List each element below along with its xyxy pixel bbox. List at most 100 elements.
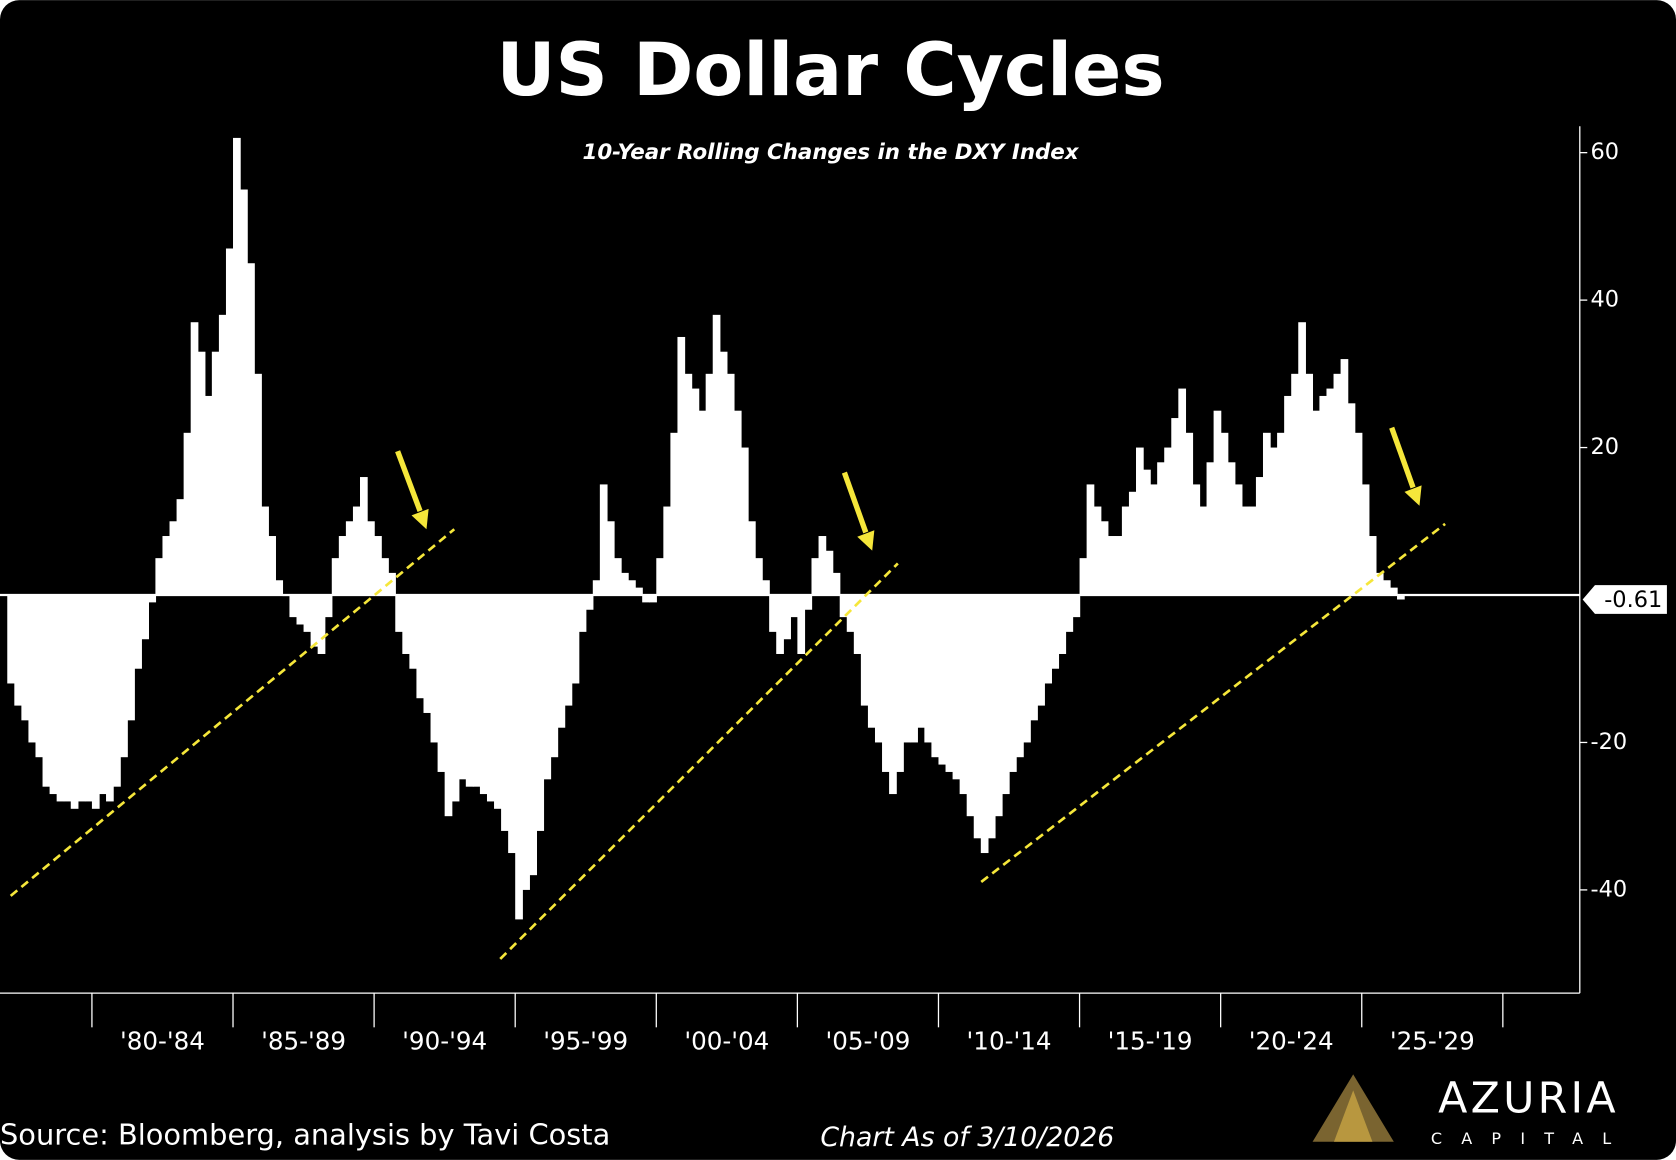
bar [501, 595, 509, 831]
bar [635, 587, 643, 596]
bar [486, 595, 495, 802]
bar [402, 595, 411, 654]
bar [113, 595, 121, 787]
bar [127, 595, 135, 721]
bar [211, 351, 220, 596]
bar [437, 595, 446, 772]
bar [120, 595, 128, 758]
bar [1291, 373, 1299, 596]
bar [1213, 410, 1222, 596]
bar [275, 580, 284, 596]
bar [1319, 395, 1328, 596]
chart-title: US Dollar Cycles [496, 29, 1164, 113]
bar [839, 595, 848, 618]
bar [416, 595, 425, 699]
bar [1199, 506, 1208, 596]
bar [169, 521, 178, 596]
bar [1248, 506, 1257, 596]
bar [691, 388, 700, 596]
bar [578, 595, 587, 632]
bar [663, 506, 672, 596]
bar [1016, 595, 1024, 758]
annotations [9, 426, 1446, 960]
bar [56, 595, 65, 802]
bar [1093, 506, 1102, 596]
bar [1255, 477, 1264, 596]
bar [444, 595, 453, 817]
bar [28, 595, 37, 743]
bar [613, 558, 622, 596]
bar [49, 595, 58, 795]
bar [621, 572, 629, 596]
bar [155, 558, 164, 596]
bar [352, 506, 361, 596]
y-tick-label: 20 [1590, 434, 1619, 460]
bar [1065, 595, 1074, 632]
bar [1220, 432, 1229, 596]
bar [1037, 595, 1045, 706]
bar [945, 595, 954, 772]
bar [733, 410, 742, 596]
y-tick-label: 60 [1590, 139, 1619, 165]
bar [515, 595, 523, 920]
bar [642, 595, 650, 603]
bar [374, 536, 382, 596]
bar [1333, 373, 1342, 596]
bar [1397, 595, 1405, 600]
bar [190, 322, 199, 596]
bar [1284, 395, 1292, 596]
bar [924, 595, 933, 743]
bar [1312, 410, 1321, 596]
bar [776, 595, 784, 654]
logo-mark [1333, 1090, 1373, 1142]
bar [536, 595, 545, 831]
bar [606, 521, 615, 596]
bar [98, 595, 107, 795]
bar [522, 595, 530, 890]
bar [783, 595, 791, 640]
bar [268, 536, 276, 596]
bar [1136, 447, 1144, 596]
bar [240, 189, 248, 596]
bar [649, 595, 657, 603]
x-tick-label: '25-'29 [1390, 1026, 1475, 1055]
bar [832, 572, 841, 596]
bar [494, 595, 502, 809]
bar [1107, 536, 1116, 596]
bar [1298, 322, 1306, 596]
bar [1277, 432, 1285, 596]
bar [63, 595, 72, 802]
bar [508, 595, 516, 854]
bar [853, 595, 862, 654]
bar [35, 595, 44, 758]
bar [338, 536, 347, 596]
bar [1001, 595, 1010, 795]
bar [1164, 447, 1172, 596]
bar [1185, 432, 1194, 596]
bar [21, 595, 30, 721]
bar [825, 550, 834, 596]
bar [430, 595, 439, 743]
bar [106, 595, 114, 802]
arrow [1389, 426, 1416, 489]
bar [1030, 595, 1038, 721]
y-tick-label: 40 [1590, 287, 1619, 313]
bar [769, 595, 777, 632]
trend-line [9, 528, 456, 897]
bar [1192, 484, 1201, 596]
plot-area: -40 -20 20 40 60 '80-'84 '85-'89 '90-'94 '95-'99… [0, 126, 1668, 1055]
x-tick-label: '80-'84 [120, 1026, 205, 1055]
x-tick-label: '15-'19 [1108, 1026, 1193, 1055]
bar [755, 558, 763, 596]
bar [233, 137, 241, 596]
last-value-label: -0.61 [1604, 587, 1662, 613]
bar [811, 558, 820, 596]
bar [1234, 484, 1243, 596]
bar [1347, 403, 1356, 596]
last-value-box [1581, 584, 1668, 616]
y-tick-label: -20 [1590, 729, 1627, 755]
bar [1361, 484, 1370, 596]
bar [317, 595, 326, 654]
